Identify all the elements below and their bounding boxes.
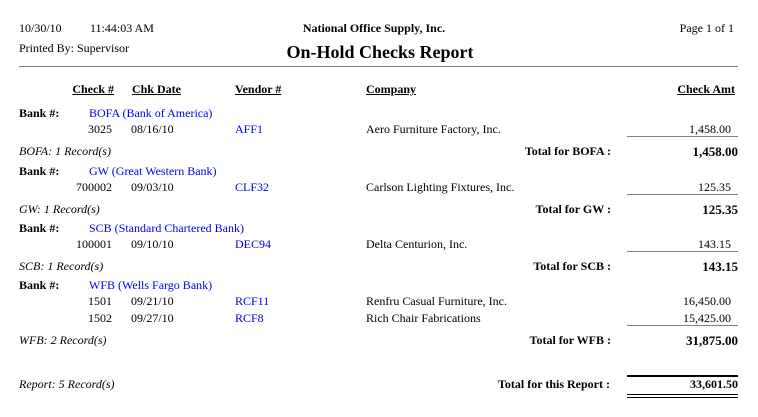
page-number: Page 1 of 1 xyxy=(679,21,734,35)
group-total-label: Total for GW : xyxy=(535,202,611,216)
bank-name-link[interactable]: BOFA (Bank of America) xyxy=(89,106,213,120)
vendor-link[interactable]: AFF1 xyxy=(235,122,264,136)
company-name: Delta Centurion, Inc. xyxy=(366,237,468,251)
vendor-link[interactable]: RCF8 xyxy=(235,311,264,325)
vendor-link[interactable]: DEC94 xyxy=(235,237,271,251)
col-vendor: Vendor # xyxy=(235,82,282,96)
bank-label: Bank #: xyxy=(19,221,60,235)
group-total: 1,458.00 xyxy=(692,144,739,159)
check-number: 1501 xyxy=(88,294,112,308)
check-amount: 125.35 xyxy=(698,180,731,194)
check-number: 700002 xyxy=(76,180,112,194)
check-number: 3025 xyxy=(88,122,112,136)
check-amount: 15,425.00 xyxy=(683,311,731,325)
group-total-label: Total for WFB : xyxy=(529,333,611,347)
vendor-link[interactable]: RCF11 xyxy=(235,294,270,308)
check-number: 1502 xyxy=(88,311,112,325)
vendor-link[interactable]: CLF32 xyxy=(235,180,270,194)
check-amount: 1,458.00 xyxy=(689,122,731,136)
check-date: 08/16/10 xyxy=(131,122,174,136)
group-total-rule xyxy=(627,136,738,137)
group-total-label: Total for BOFA : xyxy=(524,144,611,158)
printed-by: Printed By: Supervisor xyxy=(19,41,129,55)
col-amount: Check Amt xyxy=(677,82,735,96)
company-name: Aero Furniture Factory, Inc. xyxy=(366,122,501,136)
company-name: Renfru Casual Furniture, Inc. xyxy=(366,294,507,308)
group-summary: SCB: 1 Record(s) xyxy=(19,259,104,273)
report-double-rule xyxy=(627,394,738,398)
report-total: 33,601.50 xyxy=(690,377,738,391)
group-total-rule xyxy=(627,194,738,195)
group-summary: WFB: 2 Record(s) xyxy=(19,333,107,347)
check-amount: 16,450.00 xyxy=(683,294,731,308)
company-name: Carlson Lighting Fixtures, Inc. xyxy=(366,180,515,194)
group-total-rule xyxy=(627,251,738,252)
bank-name-link[interactable]: GW (Great Western Bank) xyxy=(89,164,217,178)
col-date: Chk Date xyxy=(132,82,182,96)
bank-label: Bank #: xyxy=(19,278,60,292)
col-check: Check # xyxy=(72,82,114,96)
col-company: Company xyxy=(366,82,417,96)
group-total-label: Total for SCB : xyxy=(533,259,611,273)
check-amount: 143.15 xyxy=(698,237,731,251)
group-total: 125.35 xyxy=(702,202,738,217)
report-total-label: Total for this Report : xyxy=(498,377,610,391)
report-title: On-Hold Checks Report xyxy=(286,42,474,62)
group-summary: BOFA: 1 Record(s) xyxy=(19,144,111,158)
group-total: 143.15 xyxy=(702,259,738,274)
group-total-rule xyxy=(627,325,738,326)
check-date: 09/10/10 xyxy=(131,237,174,251)
group-total: 31,875.00 xyxy=(686,333,738,348)
check-number: 100001 xyxy=(76,237,112,251)
bank-name-link[interactable]: WFB (Wells Fargo Bank) xyxy=(89,278,213,292)
report-total-rule xyxy=(627,375,738,377)
check-date: 09/03/10 xyxy=(131,180,174,194)
check-date: 09/21/10 xyxy=(131,294,174,308)
bank-label: Bank #: xyxy=(19,106,60,120)
bank-name-link[interactable]: SCB (Standard Chartered Bank) xyxy=(89,221,244,235)
report-summary: Report: 5 Record(s) xyxy=(19,377,115,391)
header-divider xyxy=(19,66,738,67)
bank-label: Bank #: xyxy=(19,164,60,178)
print-date: 10/30/10 xyxy=(19,21,62,35)
company-name: Rich Chair Fabrications xyxy=(366,311,481,325)
check-date: 09/27/10 xyxy=(131,311,174,325)
company-name: National Office Supply, Inc. xyxy=(302,21,446,35)
print-time: 11:44:03 AM xyxy=(90,21,154,35)
group-summary: GW: 1 Record(s) xyxy=(19,202,100,216)
